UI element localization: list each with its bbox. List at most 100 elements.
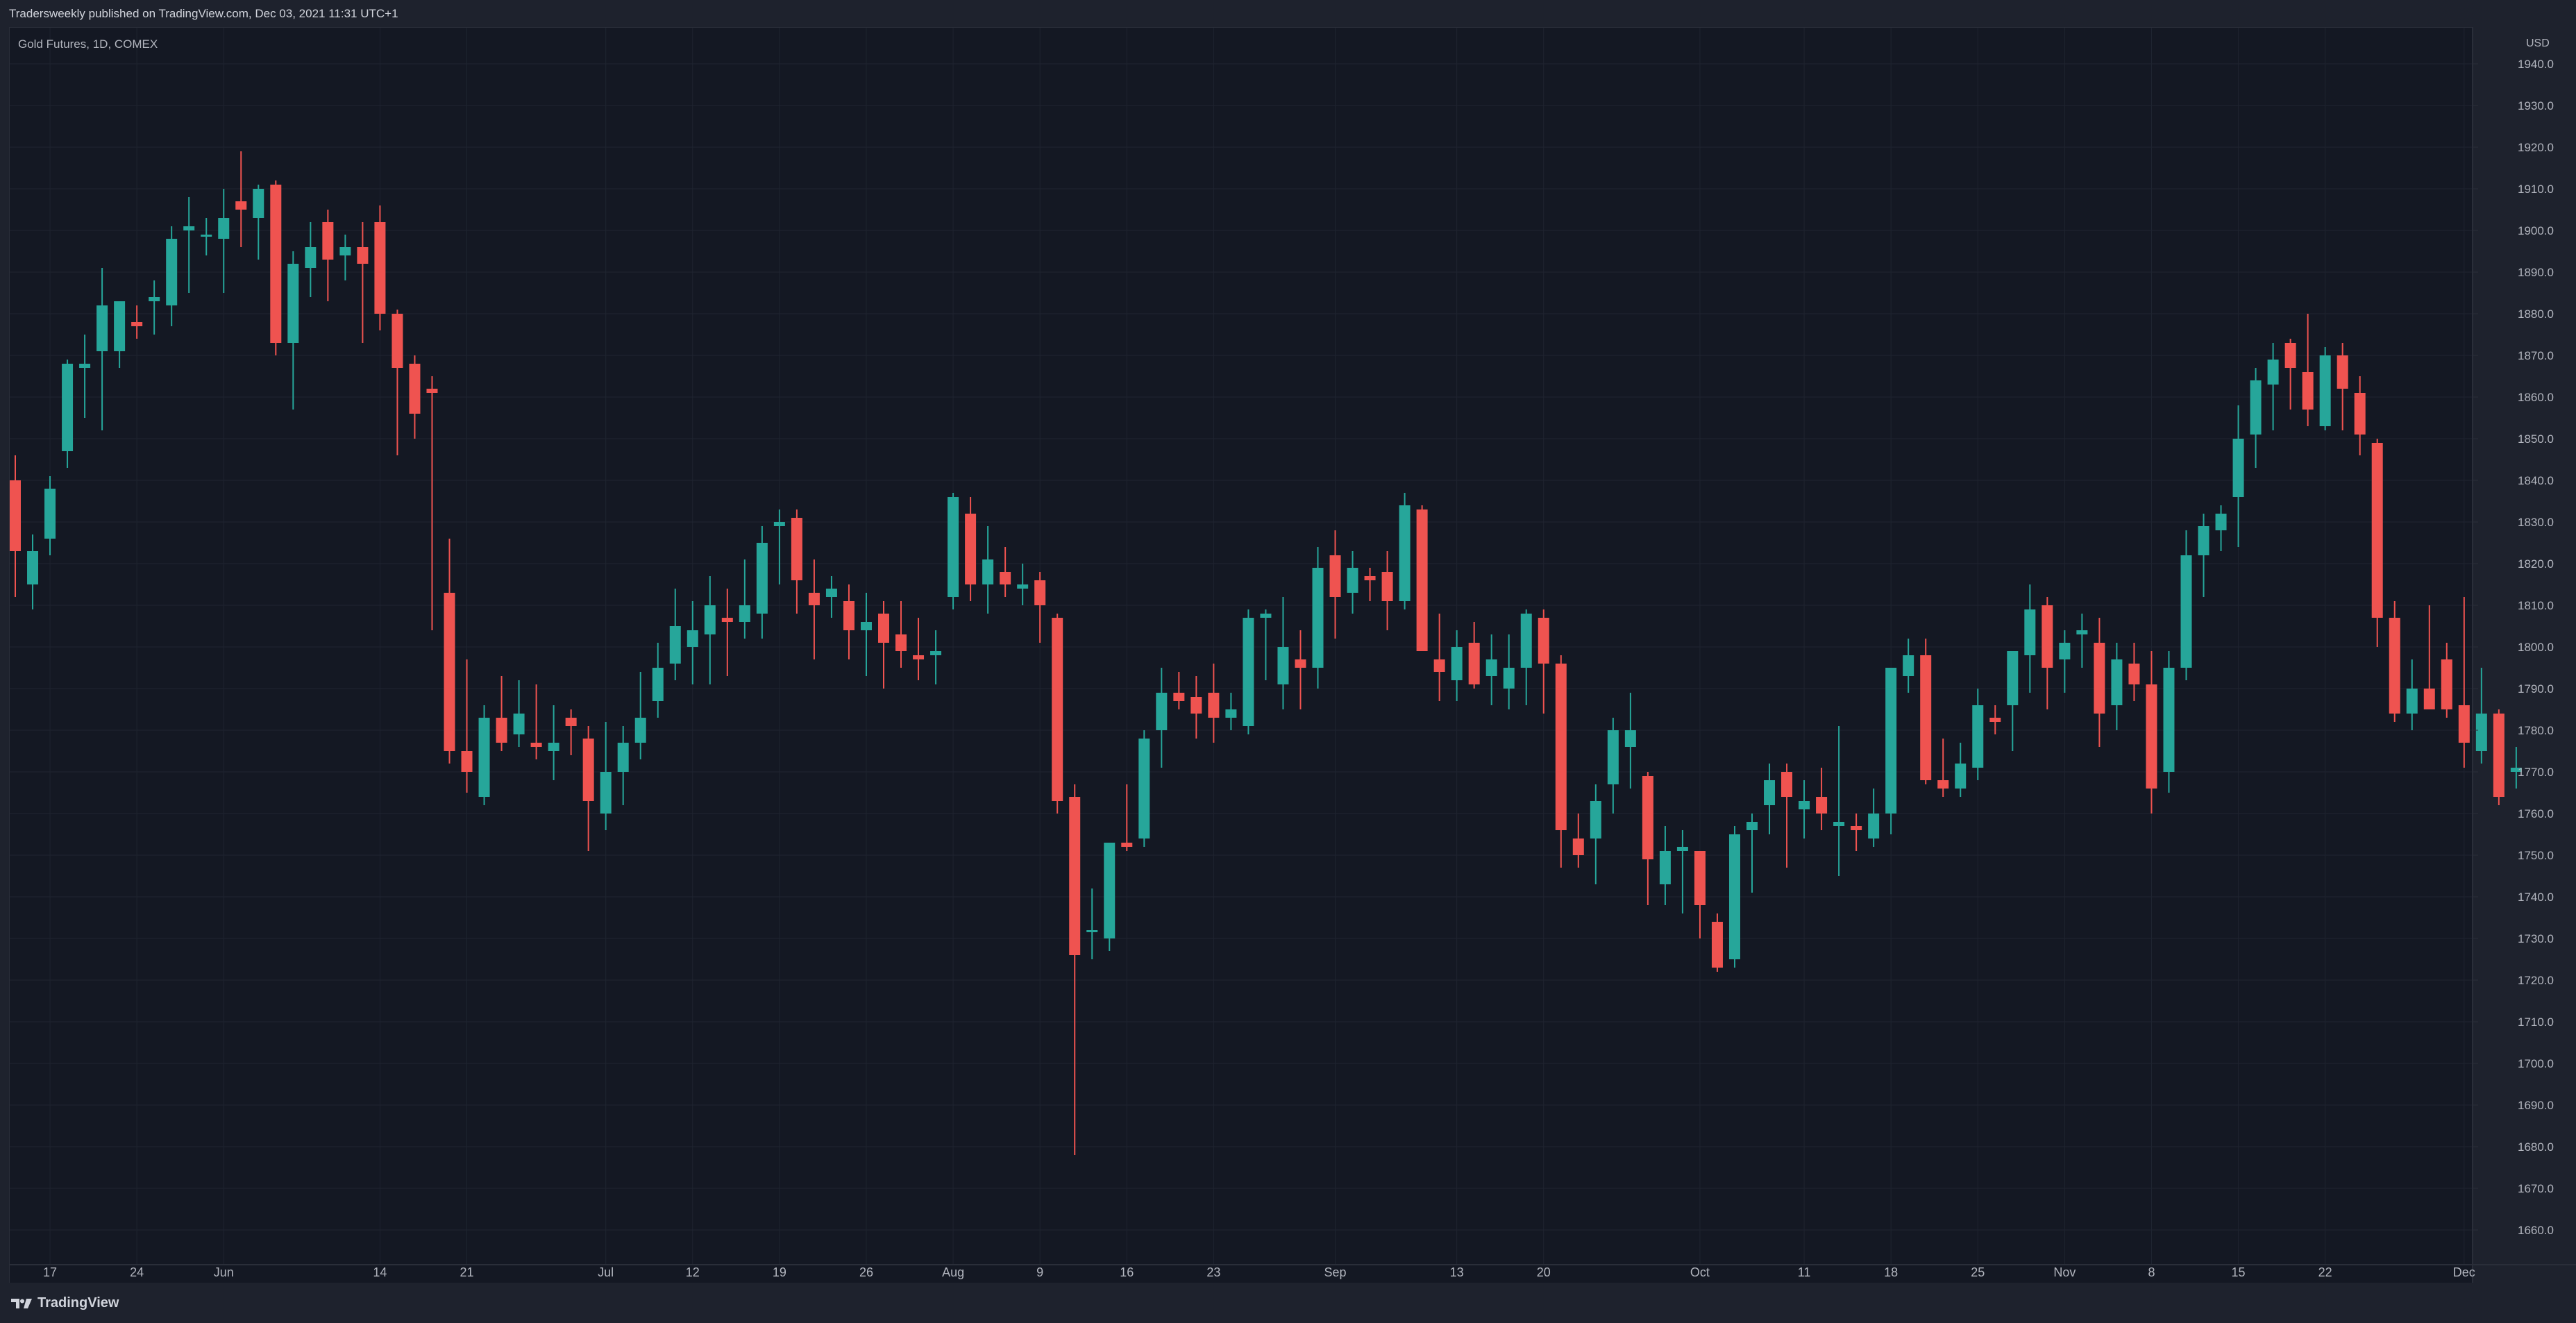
time-tick-label: Sep: [1324, 1265, 1347, 1279]
candle-body: [2111, 659, 2123, 705]
time-axis[interactable]: 17 24 Jun 14 21 Jul 12 19 26 Aug 9 16 23 Sep 13 20 Oct 11…: [10, 1264, 2576, 1279]
candle: [2458, 597, 2470, 768]
candle: [2146, 651, 2157, 814]
time-tick-label: 16: [1120, 1265, 1134, 1279]
time-tick-label: 17: [43, 1265, 57, 1279]
candle: [1000, 547, 1011, 597]
candle: [2094, 618, 2105, 747]
candle-body: [948, 497, 959, 597]
candle: [878, 601, 889, 689]
candle-body: [374, 222, 386, 314]
candle: [96, 268, 108, 430]
candle-body: [1243, 618, 1254, 726]
candle-body: [2215, 514, 2227, 530]
candle-body: [530, 743, 542, 747]
candle: [1069, 784, 1081, 1155]
candle-body: [1000, 572, 1011, 584]
candle-body: [1468, 643, 1480, 684]
candle: [1243, 609, 1254, 734]
candle-body: [2354, 393, 2366, 435]
candle-body: [1885, 668, 1897, 814]
candle: [843, 584, 855, 659]
price-axis[interactable]: 1660.0 1670.0 1680.0 1690.0 1700.0 1710.0 1720…: [2472, 28, 2554, 1283]
candle: [721, 589, 733, 676]
candles: [10, 151, 2522, 1155]
candle-body: [235, 201, 247, 210]
candle: [2232, 405, 2244, 547]
candle: [1816, 768, 1828, 830]
candle-body: [2423, 689, 2435, 709]
time-tick-label: Oct: [1690, 1265, 1710, 1279]
candle-body: [1451, 647, 1463, 680]
candle-body: [1416, 509, 1428, 651]
candle-body: [982, 559, 994, 584]
candle: [1503, 634, 1515, 709]
candle: [183, 197, 195, 293]
candle-body: [634, 718, 646, 743]
candle-body: [183, 226, 195, 230]
candle: [1764, 764, 1776, 834]
candle: [565, 709, 577, 755]
candle: [1121, 784, 1133, 851]
candle: [339, 235, 351, 280]
candle-body: [895, 634, 907, 651]
time-tick-label: 8: [2148, 1265, 2155, 1279]
candle-body: [1989, 718, 2001, 722]
candle-body: [2180, 555, 2192, 668]
candle: [1052, 614, 1063, 814]
candle-body: [1711, 922, 1723, 968]
candle-body: [478, 718, 490, 797]
time-tick-label: 22: [2318, 1265, 2332, 1279]
candle: [1277, 597, 1289, 709]
candle: [1225, 693, 1237, 730]
candle-body: [409, 364, 421, 414]
candle-body: [201, 235, 212, 237]
candle: [1208, 664, 1220, 743]
currency-label[interactable]: USD: [2526, 37, 2550, 49]
candle-body: [1624, 730, 1636, 747]
candle-body: [2042, 605, 2053, 668]
candle: [201, 218, 212, 255]
candle: [1329, 530, 1341, 639]
symbol-legend[interactable]: Gold Futures, 1D, COMEX: [18, 37, 158, 51]
candle: [2423, 605, 2435, 709]
candle-body: [1764, 780, 1776, 805]
candle-body: [2094, 643, 2105, 714]
candle: [687, 601, 698, 684]
candle: [392, 310, 403, 455]
candle: [253, 185, 264, 260]
candle: [1711, 913, 1723, 972]
candle: [2007, 651, 2019, 751]
candle-body: [62, 364, 74, 451]
candle: [965, 497, 977, 601]
candle: [218, 189, 230, 293]
candle-body: [1937, 780, 1949, 789]
candle: [1104, 843, 1116, 951]
candle: [2163, 651, 2175, 793]
candle: [2267, 343, 2279, 430]
time-tick-label: 15: [2232, 1265, 2246, 1279]
candle-body: [565, 718, 577, 726]
candle: [166, 226, 178, 326]
candle-body: [1590, 801, 1601, 839]
candle-body: [2007, 651, 2019, 705]
price-tick-label: 1660.0: [2518, 1224, 2554, 1237]
candle: [1156, 668, 1168, 768]
candle-body: [2232, 439, 2244, 497]
candle-body: [1381, 572, 1393, 601]
candle: [496, 676, 507, 751]
brand[interactable]: TradingView: [11, 1295, 119, 1311]
candle-body: [1121, 843, 1133, 847]
candle: [652, 643, 664, 718]
candle-body: [1433, 659, 1445, 672]
candle: [1190, 676, 1202, 739]
candle: [478, 705, 490, 805]
candle: [1728, 826, 1740, 968]
candle-body: [305, 247, 317, 268]
candle: [2302, 314, 2314, 426]
candle-body: [2163, 668, 2175, 772]
candle: [1312, 547, 1324, 689]
price-tick-label: 1930.0: [2518, 99, 2554, 112]
